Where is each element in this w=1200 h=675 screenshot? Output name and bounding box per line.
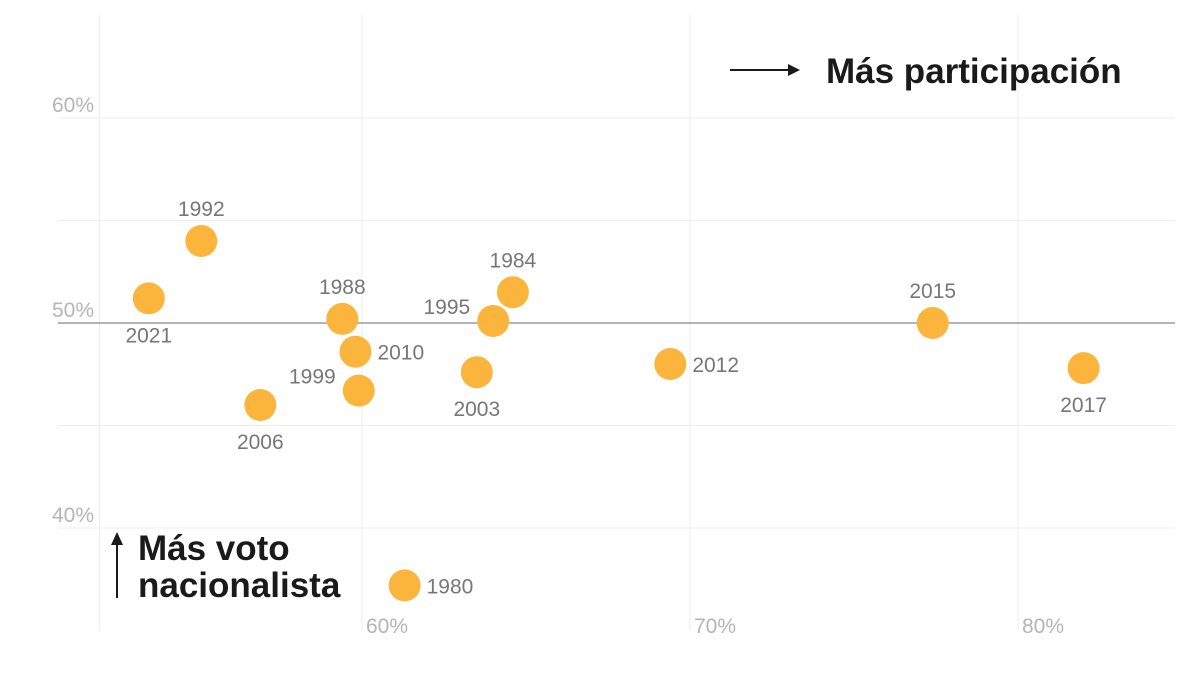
point-dot: [916, 307, 949, 339]
data-point-1988: 1988: [319, 276, 366, 335]
point-label: 2017: [1060, 394, 1107, 417]
data-point-1984: 1984: [490, 249, 537, 309]
point-label: 2003: [453, 398, 500, 421]
y-tick-label: 50%: [52, 299, 94, 322]
point-dot: [244, 389, 277, 421]
point-dot: [496, 276, 529, 309]
x-direction-label: Más participación: [826, 52, 1122, 91]
point-label: 2010: [377, 342, 424, 365]
x-tick-label: 80%: [1022, 615, 1064, 638]
data-point-2006: 2006: [237, 389, 284, 454]
point-dot: [1067, 352, 1100, 385]
grid: [58, 15, 1175, 630]
point-label: 2006: [237, 431, 284, 454]
point-label: 1995: [423, 296, 470, 319]
y-tick-label: 40%: [52, 504, 94, 527]
up-arrow-icon: [111, 532, 123, 545]
point-dot: [132, 282, 165, 315]
point-label: 1980: [427, 575, 474, 598]
point-label: 1999: [289, 366, 336, 389]
data-point-2012: 2012: [654, 348, 739, 380]
point-dot: [388, 569, 421, 602]
point-dot: [339, 335, 372, 368]
point-dot: [185, 225, 218, 257]
point-label: 1988: [319, 276, 366, 299]
y-direction-label-line1: Más voto: [138, 529, 290, 568]
point-dot: [477, 304, 510, 337]
x-direction-annotation: Más participación: [730, 52, 1122, 91]
point-label: 1992: [178, 198, 225, 221]
data-point-1995: 1995: [423, 296, 510, 337]
point-label: 2012: [692, 354, 739, 377]
point-dot: [654, 348, 687, 380]
axis-ticks: 60% 50% 40% 60% 70% 80%: [52, 94, 1064, 638]
data-point-2003: 2003: [453, 356, 500, 421]
x-tick-label: 60%: [366, 615, 408, 638]
point-label: 1984: [490, 249, 537, 272]
point-dot: [326, 302, 359, 335]
data-point-1980: 1980: [388, 569, 474, 602]
point-label: 2021: [125, 324, 172, 347]
y-tick-label: 60%: [52, 94, 94, 117]
point-dot: [342, 374, 375, 407]
point-label: 2015: [909, 280, 956, 303]
y-direction-annotation: Más voto nacionalista: [111, 529, 341, 605]
right-arrow-icon: [788, 64, 800, 76]
data-point-2021: 2021: [125, 282, 172, 347]
data-point-2010: 2010: [339, 335, 424, 368]
data-point-2015: 2015: [909, 280, 956, 339]
data-point-1992: 1992: [178, 198, 225, 257]
data-point-1999: 1999: [289, 366, 375, 407]
data-points: 1980 1984 1988 1992 1995 1999 2003 2006 2010 2012…: [125, 198, 1107, 602]
y-direction-label-line2: nacionalista: [138, 566, 341, 605]
point-dot: [460, 356, 493, 389]
x-tick-label: 70%: [694, 615, 736, 638]
data-point-2017: 2017: [1060, 352, 1107, 417]
